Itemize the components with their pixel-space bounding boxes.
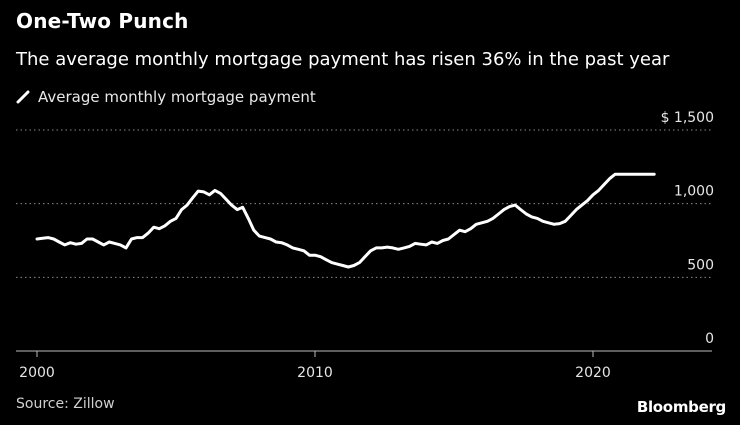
x-tick-label: 2020 — [575, 365, 611, 381]
x-tick-label: 2010 — [297, 365, 333, 381]
bloomberg-logo: Bloomberg — [636, 398, 726, 416]
series-line-0 — [35, 172, 656, 269]
legend: Average monthly mortgage payment — [16, 88, 316, 106]
y-tick-label: $ 1,500 — [661, 110, 714, 126]
y-tick-label: 1,000 — [674, 184, 714, 200]
legend-label: Average monthly mortgage payment — [38, 88, 316, 106]
chart-title: One-Two Punch — [16, 9, 189, 33]
y-tick-label: 500 — [687, 257, 714, 273]
y-tick-label: 0 — [705, 331, 714, 347]
source-note: Source: Zillow — [16, 396, 115, 412]
chart-subtitle: The average monthly mortgage payment has… — [16, 49, 670, 70]
legend-swatch — [16, 90, 30, 104]
x-tick-label: 2000 — [19, 365, 55, 381]
